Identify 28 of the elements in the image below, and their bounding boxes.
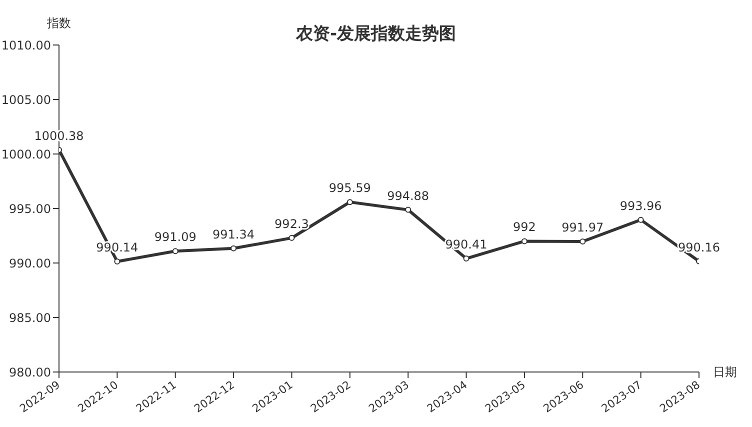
y-axis-title: 指数 [47,15,71,32]
point [346,199,353,206]
point [521,238,528,244]
point [114,258,120,264]
point [230,245,237,252]
data-label: 995.59 [328,181,371,196]
y-tick-label: 1010.00 [1,38,51,52]
point [580,238,586,245]
data-label: 991.09 [154,230,196,244]
data-label: 993.96 [620,198,662,213]
data-label: 991.97 [562,220,604,235]
y-tick-label: 995.00 [9,202,51,216]
data-label: 992 [513,220,536,234]
data-label: 991.34 [212,227,255,242]
y-tick-label: 990.00 [9,256,51,270]
point [638,216,644,223]
data-label: 994.88 [387,188,430,203]
point [463,256,470,262]
y-tick-label: 1000.00 [1,147,51,162]
point [288,234,295,241]
chart-title: 农资-发展指数走势图 [296,24,456,44]
point [172,248,178,254]
y-tick-label: 985.00 [9,310,51,325]
x-axis-title: 日期 [713,364,737,381]
y-tick-label: 980.00 [9,365,51,380]
y-tick-label: 1005.00 [1,92,51,107]
data-label: 992.3 [274,216,309,231]
point [405,206,412,213]
